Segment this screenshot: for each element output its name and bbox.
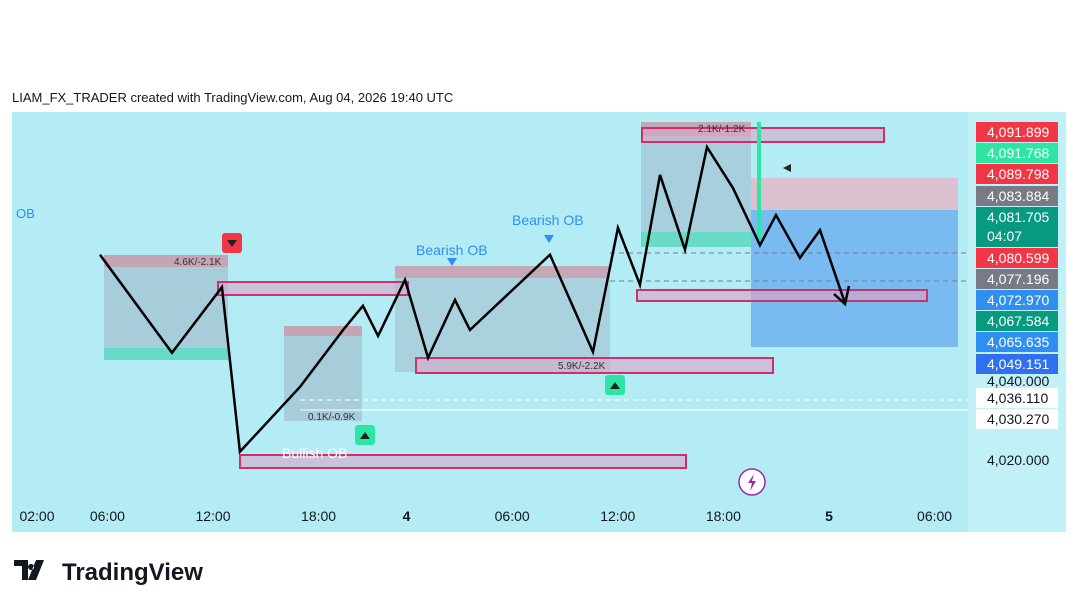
target-zone <box>751 210 958 347</box>
logo-mark <box>14 560 44 580</box>
annotation: 4.6K/-2.1K <box>174 257 222 268</box>
pointer <box>783 164 791 172</box>
x-tick-label: 18:00 <box>301 508 336 524</box>
stop-zone <box>751 178 958 210</box>
level-box <box>415 357 774 374</box>
price-label: 4,083.884 <box>987 188 1049 204</box>
logo <box>14 560 44 580</box>
price-tag <box>976 332 1058 352</box>
zigzag <box>98 143 847 455</box>
ob-bottom <box>641 232 751 247</box>
buy-arrow <box>360 432 370 439</box>
price-label: 4,081.705 <box>987 209 1049 225</box>
level-box <box>239 454 687 469</box>
ob-top <box>104 255 228 267</box>
price-label: 4,067.584 <box>987 313 1049 329</box>
x-tick-label: 4 <box>403 508 411 524</box>
buy-arrow <box>610 382 620 389</box>
level-box <box>217 281 409 296</box>
price-label: 4,030.270 <box>987 411 1049 427</box>
price-label: 4,065.635 <box>987 334 1049 350</box>
price-label: 4,091.899 <box>987 124 1049 140</box>
annotation: Bearish OB <box>416 242 488 258</box>
price-label: 4,091.768 <box>987 145 1049 161</box>
ob-box <box>284 326 362 421</box>
price-tag <box>976 164 1058 184</box>
price-tag <box>976 207 1058 247</box>
x-tick-label: 12:00 <box>195 508 230 524</box>
price-tag <box>976 388 1058 408</box>
annotation: Bearish OB <box>512 212 584 228</box>
level-box <box>641 127 885 143</box>
price-tag <box>976 409 1058 429</box>
price-tag <box>976 269 1058 289</box>
countdown: 04:07 <box>987 228 1022 244</box>
header: LIAM_FX_TRADER created with TradingView.… <box>12 90 453 105</box>
price-label: 4,077.196 <box>987 271 1049 287</box>
plot <box>98 143 847 455</box>
ob-top <box>395 266 610 278</box>
price-label: 4,072.970 <box>987 292 1049 308</box>
price-tag <box>976 248 1058 268</box>
price-tag <box>976 311 1058 331</box>
x-tick-label: 5 <box>825 508 833 524</box>
x-tick-label: 02:00 <box>19 508 54 524</box>
x-tick-label: 18:00 <box>706 508 741 524</box>
annotation: OB <box>16 206 35 221</box>
annotation: 5.9K/-2.2K <box>558 361 606 372</box>
levels <box>217 127 928 469</box>
x-tick-label: 12:00 <box>600 508 635 524</box>
footer-brand: TradingView <box>62 559 203 586</box>
price-label: 4,089.798 <box>987 166 1049 182</box>
price-tag <box>976 354 1058 374</box>
price-tag <box>976 122 1058 142</box>
annotation: Bullish OB <box>282 445 347 461</box>
x-tick-label: 06:00 <box>917 508 952 524</box>
price-label: 4,049.151 <box>987 356 1049 372</box>
price-label: 4,080.599 <box>987 250 1049 266</box>
price-tag <box>976 143 1058 163</box>
annotation: 0.1K/-0.9K <box>308 412 356 423</box>
annotation: 2.1K/-1.2K <box>698 124 746 135</box>
arrow-head <box>833 285 851 307</box>
ob-top <box>284 326 362 336</box>
price-tag <box>976 186 1058 206</box>
ob-bottom <box>104 348 228 360</box>
price-label: 4,040.000 <box>987 373 1049 389</box>
x-tick-label: 06:00 <box>90 508 125 524</box>
price-label: 4,036.110 <box>987 390 1048 406</box>
price-tag <box>976 290 1058 310</box>
level-box <box>636 289 928 302</box>
x-tick-label: 06:00 <box>495 508 530 524</box>
price-label: 4,020.000 <box>987 452 1049 468</box>
event-bolt <box>748 474 756 491</box>
sell-arrow <box>227 240 237 247</box>
